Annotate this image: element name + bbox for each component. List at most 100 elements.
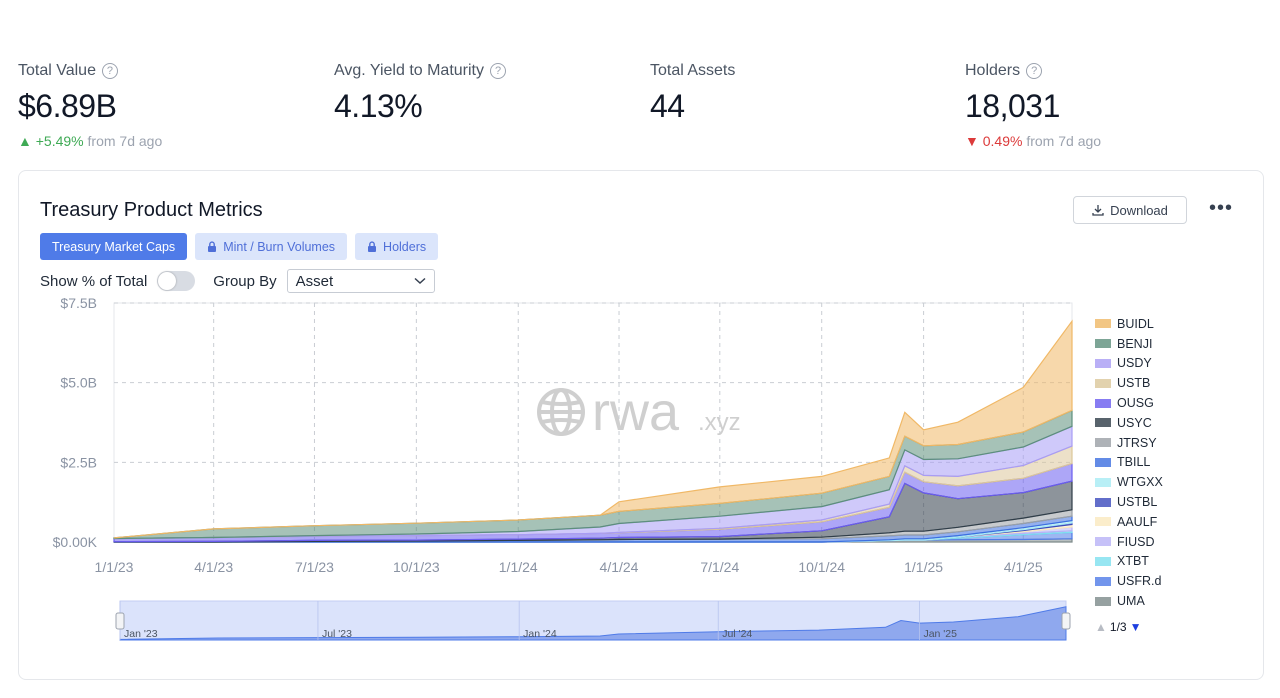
legend-swatch <box>1095 596 1111 606</box>
watermark-text: rwa <box>592 382 680 442</box>
navigator-tick-label: Jan '23 <box>124 628 158 640</box>
stat-total-value: Total Value ? $6.89B ▲ +5.49% from 7d ag… <box>18 62 162 149</box>
navigator-handle[interactable] <box>1061 612 1071 630</box>
stat-holders: Holders ? 18,031 ▼ 0.49% from 7d ago <box>965 62 1101 149</box>
legend-item[interactable]: OUSG <box>1095 393 1163 413</box>
y-tick-label: $2.5B <box>60 454 97 470</box>
legend-item[interactable]: AAULF <box>1095 512 1163 532</box>
x-tick-label: 4/1/25 <box>1004 559 1043 575</box>
stat-label: Total Value <box>18 62 96 79</box>
x-tick-label: 4/1/23 <box>194 559 233 575</box>
legend-item[interactable]: USYC <box>1095 413 1163 433</box>
question-circle-icon[interactable]: ? <box>1026 63 1043 79</box>
legend-swatch <box>1095 457 1111 467</box>
stat-change: ▼ 0.49% from 7d ago <box>965 133 1101 149</box>
watermark-suffix: .xyz <box>698 409 741 436</box>
legend-label: USTBL <box>1117 495 1158 510</box>
legend-item[interactable]: WTGXX <box>1095 472 1163 492</box>
stat-change: ▲ +5.49% from 7d ago <box>18 133 162 149</box>
tab-mint-burn-volumes[interactable]: Mint / Burn Volumes <box>195 233 348 260</box>
legend-label: FIUSD <box>1117 534 1155 549</box>
stat-label: Holders <box>965 62 1021 79</box>
stat-total-assets: Total Assets 44 <box>650 62 735 125</box>
x-tick-label: 10/1/24 <box>798 559 845 575</box>
legend-item[interactable]: USFR.d <box>1095 571 1163 591</box>
question-circle-icon[interactable]: ? <box>101 63 118 79</box>
more-dots-icon[interactable]: ••• <box>1208 197 1233 219</box>
legend-label: USTB <box>1117 376 1151 391</box>
stat-label: Total Assets <box>650 62 736 79</box>
navigator-series <box>119 606 1067 641</box>
question-circle-icon[interactable]: ? <box>490 63 506 79</box>
x-tick-label: 7/1/23 <box>295 559 334 575</box>
download-icon <box>1092 205 1104 216</box>
legend-swatch <box>1095 378 1111 388</box>
legend-item[interactable]: UMA <box>1095 591 1163 611</box>
legend-item[interactable]: JTRSY <box>1095 433 1163 453</box>
legend-item[interactable]: XTBT <box>1095 552 1163 572</box>
legend-swatch <box>1095 576 1111 586</box>
legend-label: UMA <box>1117 594 1145 609</box>
group-by-select[interactable]: Asset <box>286 269 435 293</box>
x-tick-label: 10/1/23 <box>393 559 440 575</box>
legend-swatch <box>1095 497 1111 507</box>
show-pct-toggle[interactable] <box>157 271 196 291</box>
download-label: Download <box>1110 202 1168 218</box>
card-title: Treasury Product Metrics <box>40 199 263 221</box>
legend-swatch <box>1095 418 1111 428</box>
watermark: rwa .xyz <box>537 382 741 442</box>
lock-icon <box>208 241 217 252</box>
chart-legend: BUIDL BENJI USDY USTB OUSG USYC JTRSY TBILL WTGX… <box>1095 314 1163 611</box>
navigator-tick-label: Jul '23 <box>322 628 352 640</box>
chart-controls: Show % of Total Group By Asset <box>40 269 435 293</box>
tab-treasury-market-caps[interactable]: Treasury Market Caps <box>40 233 188 260</box>
navigator-handle[interactable] <box>115 612 125 630</box>
legend-item[interactable]: USTB <box>1095 373 1163 393</box>
stat-value: 18,031 <box>965 88 1060 124</box>
y-tick-label: $0.00K <box>53 534 98 550</box>
x-tick-label: 1/1/24 <box>499 559 538 575</box>
x-tick-label: 7/1/24 <box>700 559 739 575</box>
pager-next-icon[interactable]: ▼ <box>1129 620 1142 634</box>
change-value: 0.49% <box>982 133 1023 149</box>
legend-swatch <box>1095 537 1111 547</box>
arrow-down-icon: ▼ <box>965 133 979 149</box>
y-tick-label: $5.0B <box>60 375 97 391</box>
legend-label: TBILL <box>1117 455 1151 470</box>
navigator-tick-label: Jul '24 <box>722 628 752 640</box>
legend-label: USFR.d <box>1117 574 1162 589</box>
area-buidl[interactable] <box>113 319 1073 539</box>
tab-label: Mint / Burn Volumes <box>223 239 336 254</box>
x-tick-label: 1/1/23 <box>95 559 134 575</box>
legend-item[interactable]: USDY <box>1095 354 1163 374</box>
arrow-up-icon: ▲ <box>18 133 32 149</box>
legend-item[interactable]: BUIDL <box>1095 314 1163 334</box>
y-tick-label: $7.5B <box>60 295 97 311</box>
stat-value: 4.13% <box>334 88 423 124</box>
navigator-tick-label: Jan '25 <box>923 628 957 640</box>
legend-item[interactable]: FIUSD <box>1095 532 1163 552</box>
legend-label: USYC <box>1117 415 1152 430</box>
legend-swatch <box>1095 438 1111 448</box>
group-by-label: Group By <box>213 272 277 290</box>
legend-swatch <box>1095 556 1111 566</box>
change-value: +5.49% <box>35 133 84 149</box>
x-tick-label: 4/1/24 <box>600 559 639 575</box>
tab-label: Treasury Market Caps <box>52 239 176 254</box>
legend-item[interactable]: BENJI <box>1095 334 1163 354</box>
change-suffix: from 7d ago <box>1026 133 1102 149</box>
legend-item[interactable]: USTBL <box>1095 492 1163 512</box>
pager-label: 1/3 <box>1109 620 1127 634</box>
legend-item[interactable]: TBILL <box>1095 453 1163 473</box>
lock-icon <box>368 241 377 252</box>
download-button[interactable]: Download <box>1073 196 1187 224</box>
stat-value: 44 <box>650 88 685 124</box>
legend-label: BENJI <box>1117 336 1153 351</box>
legend-label: WTGXX <box>1117 475 1163 490</box>
stat-label: Avg. Yield to Maturity <box>334 62 484 79</box>
tab-holders[interactable]: Holders <box>355 233 439 260</box>
pager-prev-icon[interactable]: ▲ <box>1095 620 1107 634</box>
toggle-knob <box>158 272 177 290</box>
legend-label: XTBT <box>1117 554 1149 569</box>
